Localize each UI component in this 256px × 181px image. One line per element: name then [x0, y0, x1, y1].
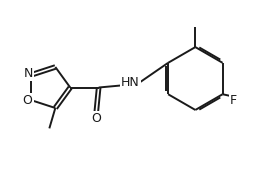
Text: O: O [91, 111, 101, 125]
Text: O: O [23, 94, 33, 107]
Text: F: F [230, 94, 237, 107]
Text: HN: HN [121, 76, 140, 89]
Text: N: N [24, 67, 33, 80]
